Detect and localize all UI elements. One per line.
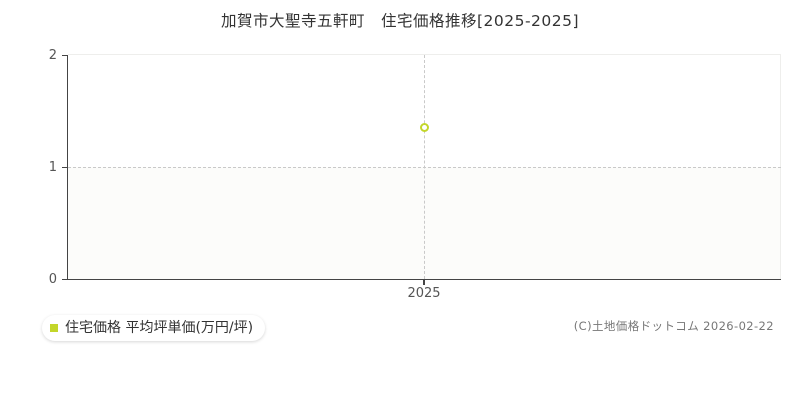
y-axis-label-1: 1 (48, 160, 57, 175)
copyright-text: (C)土地価格ドットコム 2026-02-22 (573, 319, 774, 333)
gridline-vertical-2025 (424, 55, 425, 279)
legend[interactable]: 住宅価格 平均坪単価(万円/坪) (42, 315, 266, 341)
x-axis-label-2025: 2025 (407, 286, 441, 301)
y-tick-1 (62, 166, 68, 168)
y-tick-0 (62, 278, 68, 280)
data-point-2025[interactable] (419, 123, 429, 133)
x-tick-2025 (423, 279, 425, 285)
legend-item-label: 住宅価格 平均坪単価(万円/坪) (65, 320, 254, 336)
legend-swatch-icon (50, 324, 58, 332)
plot-top-edge (68, 54, 781, 55)
page-title: 加賀市大聖寺五軒町 住宅価格推移[2025-2025] (220, 12, 580, 30)
y-tick-2 (62, 54, 68, 56)
y-axis-label-2: 2 (48, 48, 57, 63)
y-axis-label-0: 0 (48, 272, 57, 287)
